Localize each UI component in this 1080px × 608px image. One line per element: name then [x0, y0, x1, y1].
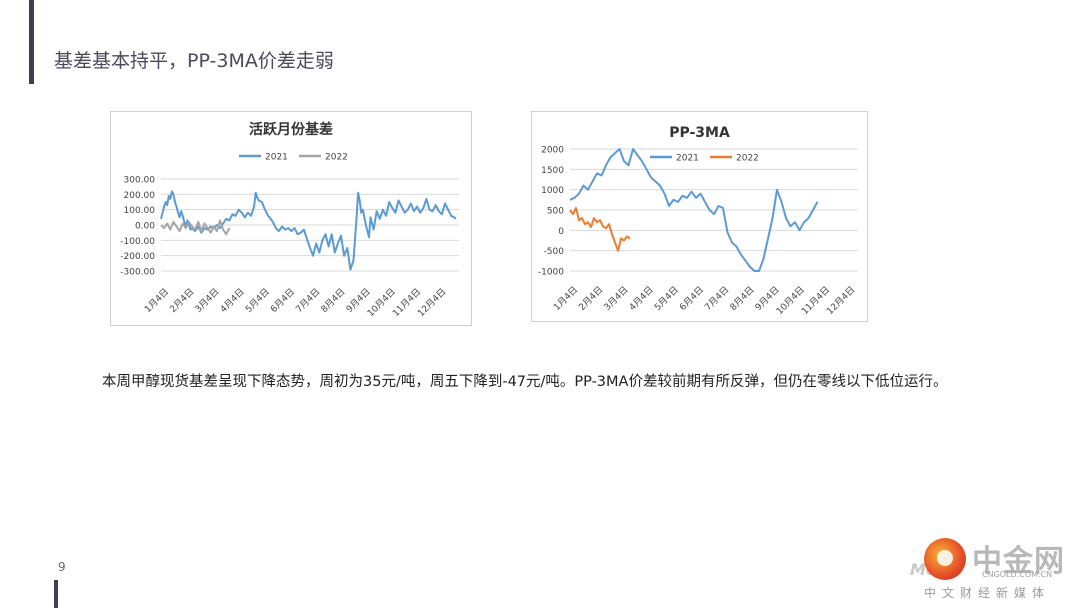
series-line-2022 [569, 207, 631, 252]
x-tick-label: 1月4日 [552, 284, 581, 313]
y-tick-label: -500 [544, 247, 565, 257]
y-tick-label: 100.00 [124, 206, 156, 216]
y-tick-label: -200.00 [120, 252, 155, 262]
y-tick-label: 500 [547, 207, 564, 217]
top-accent-bar [29, 0, 34, 84]
y-tick-label: 0.00 [135, 222, 155, 232]
legend-label-2022: 2022 [736, 154, 759, 164]
x-tick-label: 6月4日 [269, 286, 298, 315]
series-line-2022 [160, 219, 231, 236]
basis-chart: 活跃月份基差 2021 2022 300.00 200.00 100.00 0.00 -100… [110, 111, 472, 326]
y-tick-label: 0 [558, 227, 564, 237]
pp-3ma-chart: PP-3MA 2021 2022 2000 1500 1000 500 0 -500 -1000 1… [531, 111, 868, 322]
basis-chart-svg: 活跃月份基差 2021 2022 300.00 200.00 100.00 0.00 -100… [120, 121, 459, 319]
y-tick-label: 200.00 [124, 191, 156, 201]
body-paragraph: 本周甲醇现货基差呈现下降态势，周初为35元/吨，周五下降到-47元/吨。PP-3… [102, 374, 948, 390]
series-line-2021 [569, 148, 819, 272]
watermark-logo-icon [924, 538, 966, 580]
x-tick-label: 5月4日 [652, 284, 681, 313]
x-tick-label: 8月4日 [728, 284, 757, 313]
chart-group: PP-3MA 2021 2022 2000 1500 1000 500 0 -500 -1000 1… [538, 125, 858, 317]
legend-label-2022: 2022 [325, 153, 348, 163]
x-tick-label: 3月4日 [602, 284, 631, 313]
y-tick-label: 1000 [541, 186, 564, 196]
watermark: Mo 中金网 CNGOLD.COM.CN 中文财经新媒体 [910, 534, 1070, 604]
y-tick-label: -1000 [538, 268, 564, 278]
watermark-brand: 中金网 [972, 544, 1065, 579]
x-tick-label: 8月4日 [319, 286, 348, 315]
chart-title: PP-3MA [669, 125, 730, 141]
y-tick-label: 1500 [541, 166, 564, 176]
watermark-tagline: 中文财经新媒体 [924, 586, 1051, 600]
chart-title: 活跃月份基差 [249, 121, 333, 138]
x-tick-label: 5月4日 [243, 286, 272, 315]
x-tick-label: 2月4日 [168, 286, 197, 315]
x-tick-label: 2月4日 [577, 284, 606, 313]
x-tick-label: 12月4日 [416, 286, 449, 319]
series-line-2021 [160, 190, 457, 271]
x-tick-label: 4月4日 [627, 284, 656, 313]
legend-label-2021: 2021 [265, 153, 288, 163]
page-number: 9 [58, 560, 66, 574]
watermark-domain: CNGOLD.COM.CN [982, 570, 1053, 579]
x-tick-label: 7月4日 [703, 284, 732, 313]
x-tick-label: 4月4日 [218, 286, 247, 315]
y-tick-label: -300.00 [120, 268, 155, 278]
bottom-accent-bar [54, 580, 58, 608]
x-tick-label: 1月4日 [143, 286, 172, 315]
y-tick-label: -100.00 [120, 237, 155, 247]
y-tick-label: 300.00 [124, 176, 156, 186]
x-tick-label: 3月4日 [193, 286, 222, 315]
legend-label-2021: 2021 [676, 154, 699, 164]
slide-title: 基差基本持平，PP-3MA价差走弱 [54, 50, 334, 72]
x-tick-label: 12月4日 [825, 284, 858, 317]
x-tick-label: 6月4日 [678, 284, 707, 313]
x-tick-label: 7月4日 [294, 286, 323, 315]
pp-3ma-chart-svg: PP-3MA 2021 2022 2000 1500 1000 500 0 -500 -1000 1… [538, 125, 858, 317]
chart-group: 活跃月份基差 2021 2022 300.00 200.00 100.00 0.00 -100… [120, 121, 459, 319]
y-tick-label: 2000 [541, 146, 564, 156]
